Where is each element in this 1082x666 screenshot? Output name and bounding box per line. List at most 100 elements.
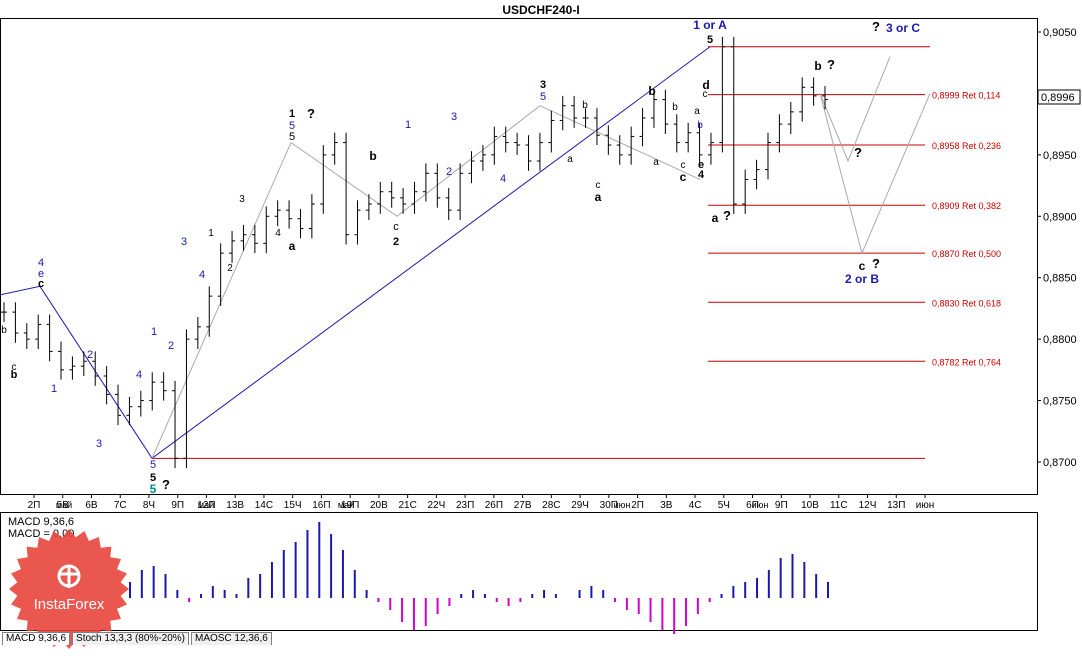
time-tick-label: 26П [485, 500, 503, 511]
candles [1, 36, 828, 469]
wave-label: 4 [500, 173, 506, 185]
time-tick-label: 9П [775, 500, 788, 511]
wave-label: 4 [275, 228, 281, 239]
wave-label: 5 [289, 131, 295, 143]
fib-label: 0,8999 Ret 0,114 [932, 91, 1000, 101]
wave-label: c [859, 259, 866, 273]
time-tick-label: 28С [542, 500, 560, 511]
time-tick-label: 14С [255, 500, 273, 511]
price-tick-label: 0,8900 [1043, 211, 1077, 223]
wave-label: 3 [96, 438, 102, 450]
time-tick-label: 12П [197, 500, 215, 511]
price-pane-frame [0, 18, 1038, 495]
wave-label: 5 [707, 34, 713, 46]
time-tick-label: 21С [398, 500, 416, 511]
wave-label: a [694, 106, 700, 117]
wave-label: 4 [136, 369, 142, 381]
time-tick-label: 22Ч [427, 500, 445, 511]
wave-label: c [393, 221, 399, 233]
wave-label: 5 [289, 120, 295, 132]
time-month-label: июн [752, 500, 769, 510]
wave-label: ? [162, 477, 170, 492]
wave-label: d [702, 78, 709, 92]
macd-histogram [129, 522, 829, 634]
wave-label: ? [307, 106, 315, 121]
wave-label: b [582, 100, 588, 111]
time-month-label: июн [614, 500, 631, 510]
label-q: ? [872, 19, 880, 34]
time-tick-label: 3В [660, 500, 673, 511]
wave-label: ? [872, 256, 880, 271]
wave-label: c [596, 180, 601, 191]
wave-label: c [680, 170, 687, 184]
wave-label: b [369, 149, 376, 163]
wave-label: 3 [181, 236, 187, 248]
time-tick-label: 20В [370, 500, 388, 511]
time-tick-label: 2П [28, 500, 41, 511]
wave-label: 4 [38, 257, 44, 269]
wave-label: 2 [393, 236, 399, 248]
fib-label: 0,8830 Ret 0,618 [932, 298, 1001, 308]
wave-label: c [12, 362, 17, 373]
time-tick-label: 27В [514, 500, 532, 511]
time-tick-label: 8Ч [143, 500, 155, 511]
wave-label: 5 [540, 91, 546, 103]
fib-label: 0,8870 Ret 0,500 [932, 249, 1001, 259]
wave-label: b [1, 325, 7, 336]
blue-wave-line [0, 46, 711, 460]
price-tick-label: 0,9050 [1043, 27, 1077, 39]
time-month-label: май [56, 500, 72, 510]
indicator-pane-frame [0, 512, 1038, 631]
grey-wave-line [151, 105, 701, 459]
price-tick-label: 0,8950 [1043, 150, 1077, 162]
price-tick-label: 0,8850 [1043, 273, 1077, 285]
wave-label: 4 [698, 169, 705, 181]
instaforex-logo: InstaForex [8, 528, 130, 650]
time-tick-label: июн [916, 500, 935, 511]
tab-stoch[interactable]: Stoch 13,3,3 (80%-20%) [72, 632, 189, 645]
wave-label: e [38, 268, 44, 280]
time-tick-label: 12Ч [859, 500, 877, 511]
logo-text: InstaForex [33, 596, 105, 613]
wave-label: 1 [51, 383, 57, 395]
wave-label: 5 [150, 482, 157, 496]
logo-badge [9, 529, 129, 649]
label-3-or-c: 3 or C [886, 21, 920, 35]
time-tick-label: 7С [114, 500, 127, 511]
time-tick-label: 29Ч [571, 500, 589, 511]
macd-label: MACD 9,36,6 [8, 516, 74, 528]
time-axis: 2П 5В 6В 7С 8Ч 9П 12П 13В 14С 15Ч 16П 19П 20В 21С 22Ч 2… [28, 494, 935, 511]
fib-label: 0,8909 Ret 0,382 [932, 201, 1001, 211]
projection-path [819, 93, 931, 255]
wave-label: a [712, 211, 719, 225]
wave-label: b [11, 369, 18, 381]
wave-label: c [681, 160, 686, 171]
time-month-label: май [198, 500, 214, 510]
label-1-or-a: 1 or A [693, 18, 727, 32]
wave-label: c [703, 89, 708, 100]
wave-label: 1 [151, 326, 157, 338]
tab-macd[interactable]: MACD 9,36,6 [2, 632, 71, 645]
wave-label: 1 [405, 119, 411, 131]
chart-title: USDCHF240-I [502, 3, 579, 17]
wave-label: 3 [540, 79, 546, 91]
time-tick-label: 9П [171, 500, 184, 511]
wave-label: 1 [289, 108, 295, 120]
time-tick-label: 10В [801, 500, 819, 511]
tab-maosc[interactable]: MAOSC 12,36,6 [190, 632, 272, 645]
time-tick-label: 5В [57, 500, 70, 511]
price-axis: 0,90500,90000,89500,89000,88500,88000,87… [1037, 27, 1077, 469]
time-tick-label: 16П [312, 500, 330, 511]
wave-label: 5 [150, 459, 156, 471]
wave-label: e [698, 159, 704, 171]
time-tick-label: 13П [887, 500, 905, 511]
projection-alt-path [819, 56, 891, 163]
time-tick-label: 2П [631, 500, 644, 511]
time-tick-label: 30П [600, 500, 618, 511]
current-price-marker: 0,8996 [1037, 89, 1081, 105]
time-month-label: май [338, 500, 354, 510]
wave-label: b [814, 59, 821, 73]
wave-label: 3 [239, 194, 245, 205]
